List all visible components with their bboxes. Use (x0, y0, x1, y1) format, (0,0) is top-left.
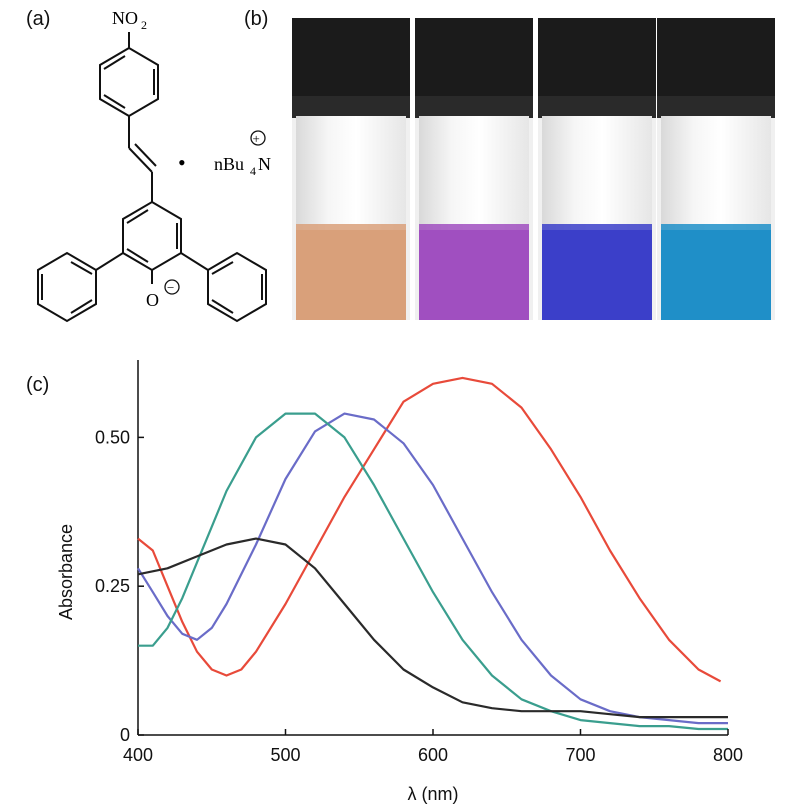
y-tick-label: 0 (120, 725, 130, 745)
chart-ticks: 400 500 600 700 800 0 0.25 0.50 (95, 427, 743, 765)
nitro-subscript: 2 (141, 18, 147, 32)
nitro-group-label: NO (112, 8, 138, 28)
vial-cap (415, 18, 533, 98)
panel-label-b: (b) (244, 8, 269, 30)
chart-axes (137, 360, 728, 736)
vial-photo-2 (415, 18, 533, 320)
series-line-3 (138, 412, 728, 731)
x-tick-label: 500 (270, 745, 300, 765)
panel-label-c: (c) (26, 374, 50, 396)
vial-cap (657, 18, 775, 98)
vial-cap (538, 18, 656, 98)
x-tick-label: 400 (123, 745, 153, 765)
y-tick-label: 0.25 (95, 576, 130, 596)
vial-meniscus (661, 224, 771, 234)
dot-separator: • (178, 150, 186, 175)
vial-solution (296, 230, 406, 320)
vial-solution (419, 230, 529, 320)
phenolate-oxygen: O (146, 290, 159, 310)
x-tick-label: 600 (418, 745, 448, 765)
vial-solution (542, 230, 652, 320)
vial-photo-1 (292, 18, 410, 320)
y-axis-label: Absorbance (56, 524, 76, 620)
y-tick-label: 0.50 (95, 427, 130, 447)
chart-series (137, 376, 728, 731)
counterion-nitrogen: N (258, 154, 271, 174)
counterion-subscript: 4 (250, 164, 256, 178)
chemical-structure: NO 2 • + nBu 4 N O − (37, 8, 271, 323)
vial-photo-4 (657, 18, 775, 320)
vial-photo-3 (538, 18, 656, 320)
series-line-2 (137, 412, 728, 725)
series-line-4 (137, 537, 728, 719)
plus-charge: + (253, 131, 260, 146)
x-tick-label: 800 (713, 745, 743, 765)
vial-solution (661, 230, 771, 320)
vial-meniscus (419, 224, 529, 234)
counterion-label: nBu (214, 154, 244, 174)
vial-meniscus (296, 224, 406, 234)
absorbance-chart: 400 500 600 700 800 0 0.25 0.50 λ (nm) Absorban… (56, 360, 743, 804)
series-line-1 (137, 376, 722, 683)
panel-label-a: (a) (26, 8, 51, 30)
vial-meniscus (542, 224, 652, 234)
vial-cap (292, 18, 410, 98)
x-axis-label: λ (nm) (408, 784, 459, 804)
minus-charge: − (167, 280, 174, 295)
x-tick-label: 700 (565, 745, 595, 765)
